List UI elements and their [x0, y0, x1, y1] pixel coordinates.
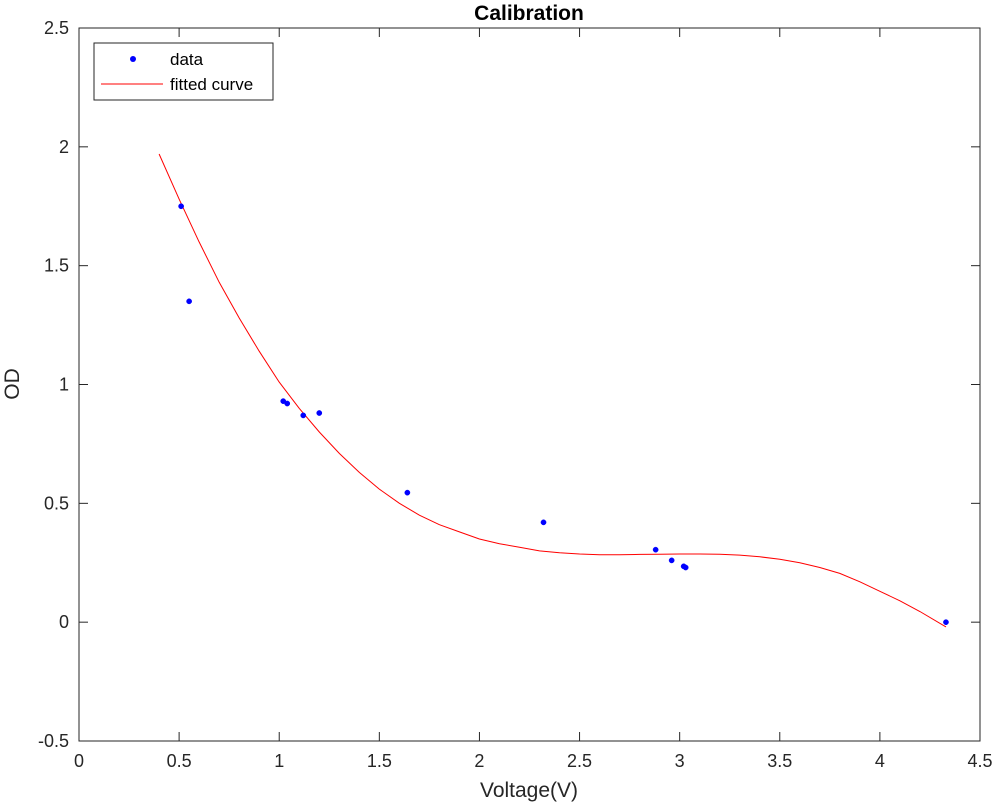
y-tick-label: 0.5 — [44, 493, 69, 513]
x-tick-label: 2 — [474, 751, 484, 771]
data-point — [300, 412, 307, 419]
data-point — [186, 298, 192, 305]
plot-area — [158, 153, 949, 628]
x-tick-label: 1 — [274, 751, 284, 771]
x-tick-label: 0.5 — [167, 751, 192, 771]
data-point — [284, 400, 291, 407]
data-point — [404, 489, 411, 496]
chart-title: Calibration — [474, 2, 584, 25]
data-point — [943, 619, 949, 626]
data-point — [316, 410, 323, 416]
legend-fitted-curve-label: fitted curve — [170, 75, 253, 94]
data-point — [540, 519, 547, 526]
legend-data-marker — [130, 56, 136, 62]
legend-data-label: data — [170, 50, 204, 69]
y-tick-label: 1.5 — [44, 256, 69, 276]
x-axis-label: Voltage(V) — [480, 779, 578, 802]
y-tick-label: 2 — [59, 137, 69, 157]
y-tick-label: 2.5 — [44, 18, 69, 38]
y-tick-label: 0 — [59, 612, 69, 632]
legend-box — [93, 42, 274, 101]
x-tick-label: 4.5 — [967, 751, 992, 771]
x-tick-label: 4 — [875, 751, 885, 771]
axis-ticks: 0 0.5 1 1.5 2 2.5 3 3.5 4 4.5-0.500.511.522.5 — [38, 18, 993, 771]
y-tick-label: 1 — [59, 375, 69, 395]
x-tick-label: 1.5 — [367, 751, 392, 771]
data-point — [682, 564, 689, 571]
x-tick-label: 0 — [74, 751, 84, 771]
x-tick-label: 3.5 — [767, 751, 792, 771]
y-axis-label: OD — [1, 368, 24, 400]
data-point — [178, 203, 184, 210]
axes-box — [78, 27, 981, 742]
data-point — [668, 557, 675, 564]
y-tick-label: -0.5 — [38, 731, 69, 751]
x-tick-label: 3 — [675, 751, 685, 771]
x-tick-label: 2.5 — [567, 751, 592, 771]
legend: data fitted curve — [93, 42, 274, 101]
fitted-curve-line — [158, 153, 947, 628]
data-point — [652, 546, 659, 553]
